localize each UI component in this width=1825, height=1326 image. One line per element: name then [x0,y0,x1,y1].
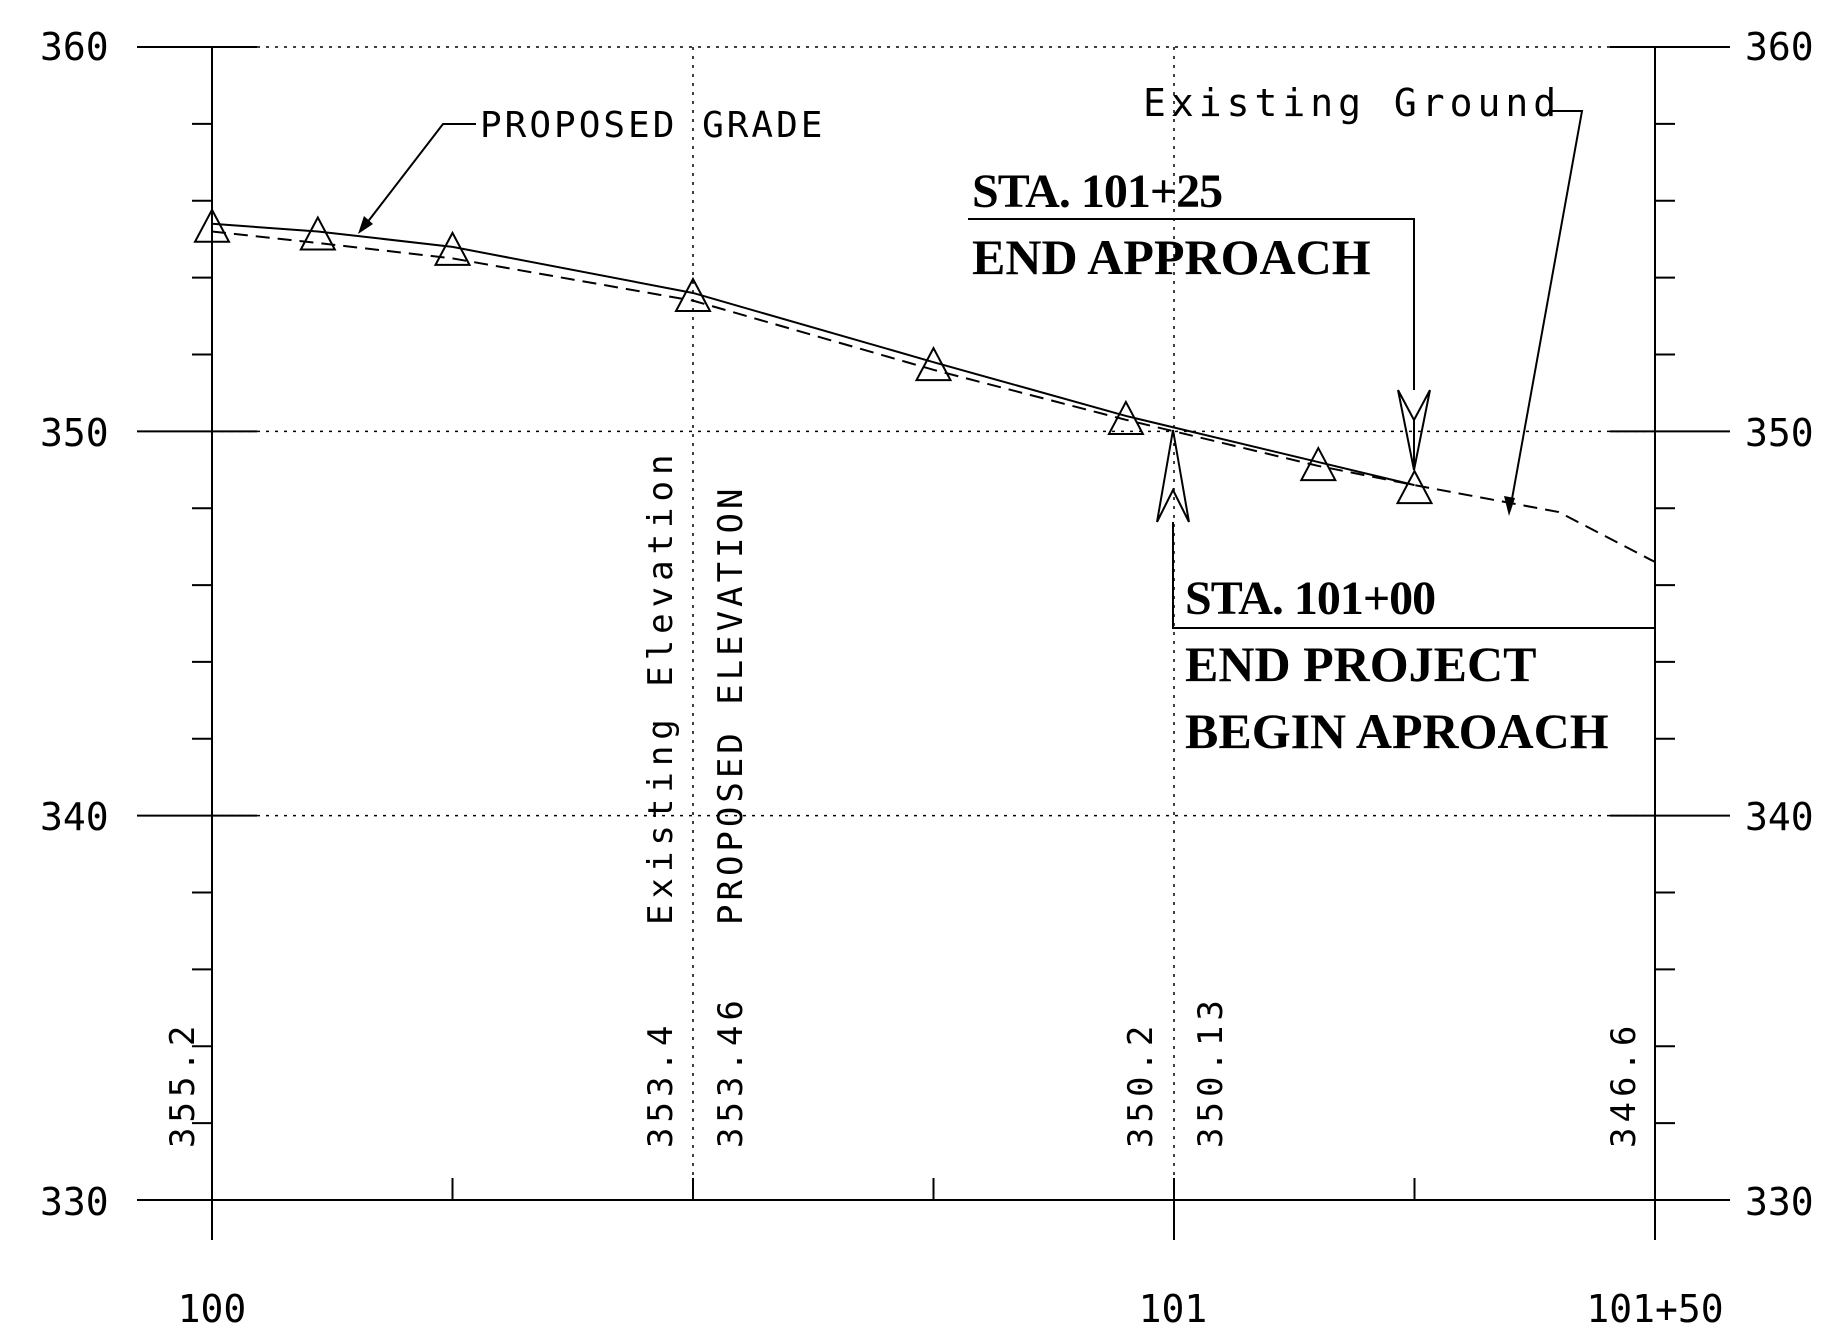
existing-elevation-100: 355.2 [163,1021,203,1148]
survey-marker-1 [299,215,337,251]
survey-marker-7 [1395,469,1434,505]
callout-101-00-pointer-arrow [1156,429,1190,523]
y-tick-label-330-left: 330 [40,1180,109,1224]
proposed-grade-arrowhead [358,216,373,234]
callout-101-25-leader [968,218,1415,390]
x-axis-ticks [211,1178,1656,1240]
existing-ground-label: Existing Ground [1143,81,1561,125]
callout-101-00-line1: END PROJECT [1185,636,1536,692]
survey-marker-5 [1107,399,1145,435]
callout-sta-101-00: STA. 101+00 END PROJECT BEGIN APROACH [1156,429,1655,759]
callout-101-25-note: END APPROACH [972,229,1371,285]
survey-markers [193,207,1434,505]
survey-marker-0 [193,207,231,243]
x-tick-label-101-50: 101+50 [1586,1287,1723,1326]
existing-ground-arrowhead [1504,496,1515,516]
proposed-elevation-label: PROPOSED ELEVATION [711,485,751,925]
survey-marker-4 [914,346,953,382]
callout-101-00-line2: BEGIN APROACH [1185,703,1609,759]
y-tick-label-360-right: 360 [1745,25,1814,69]
survey-marker-2 [433,230,472,266]
x-tick-label-100: 100 [178,1287,247,1326]
y-tick-label-360-left: 360 [40,25,109,69]
y-tick-label-340-right: 340 [1745,795,1814,839]
proposed-grade-leader [362,123,476,229]
existing-elevation-label: Existing Elevation [641,449,681,925]
callout-101-25-station: STA. 101+25 [972,165,1222,218]
series-line-existing-ground [211,230,1656,563]
y-tick-label-350-left: 350 [40,411,109,455]
existing-elevation-101-50: 346.6 [1604,1021,1644,1148]
profile-lines [211,222,1656,563]
y-axis-ticks [137,46,1730,1201]
proposed-grade-label: PROPOSED GRADE [480,105,825,146]
survey-marker-3 [674,276,712,312]
proposed-elevation-100-50: 353.46 [711,995,751,1148]
x-tick-label-101: 101 [1139,1287,1208,1326]
survey-marker-6 [1299,445,1337,482]
callout-101-00-leader [1172,522,1655,629]
proposed-elevation-101: 350.13 [1191,995,1231,1148]
grid-lines [212,46,1655,1200]
y-tick-label-340-left: 340 [40,795,109,839]
y-tick-label-330-right: 330 [1745,1180,1814,1224]
series-line-proposed-grade [211,222,1415,487]
existing-elevation-100-50: 353.4 [641,1021,681,1148]
callout-sta-101-25: STA. 101+25 END APPROACH [968,165,1431,471]
y-tick-label-350-right: 350 [1745,411,1814,455]
callout-101-00-station: STA. 101+00 [1185,572,1435,625]
existing-ground-leader [1509,110,1584,511]
existing-elevation-101: 350.2 [1121,1021,1161,1148]
